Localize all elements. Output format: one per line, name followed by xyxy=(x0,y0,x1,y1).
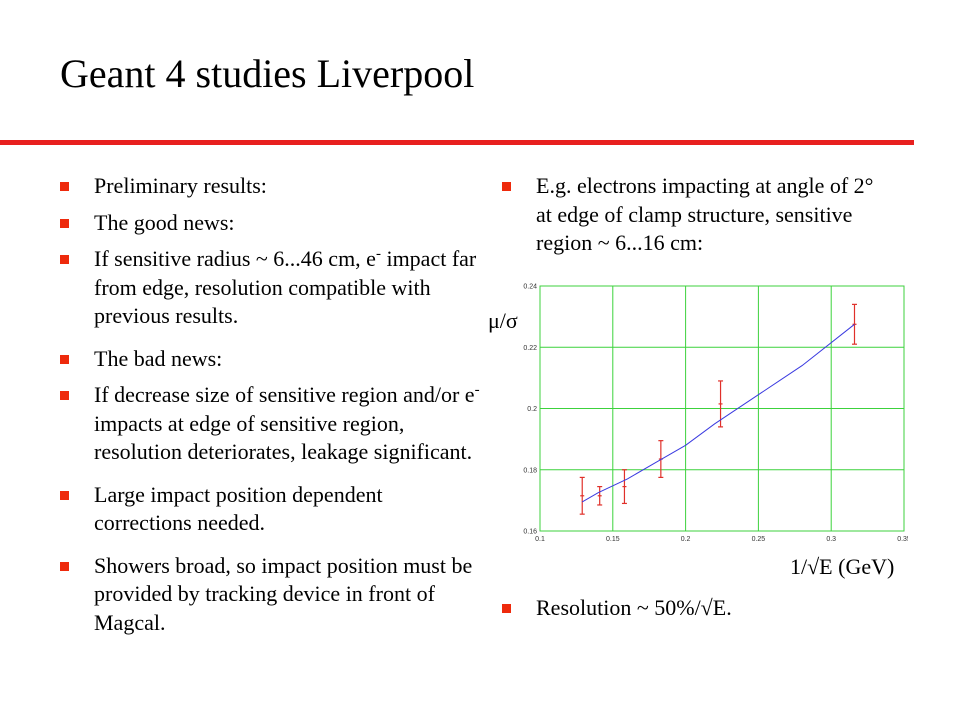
fit-curve xyxy=(581,323,855,503)
bullet-square-icon xyxy=(60,561,69,571)
bullet-square-icon xyxy=(502,182,511,191)
x-tick-label: 0.15 xyxy=(606,536,620,543)
bullet-square-icon xyxy=(60,391,69,400)
bullet-corrections: Large impact position dependent correcti… xyxy=(60,481,480,538)
bullet-decrease-size: If decrease size of sensitive region and… xyxy=(60,381,480,467)
bullet-text-part: If sensitive radius ~ 6...46 cm, e xyxy=(94,246,376,271)
bullet-bad-news: The bad news: xyxy=(60,345,480,374)
bullet-text-part: If decrease size of sensitive region and… xyxy=(94,382,475,407)
y-tick-label: 0.22 xyxy=(523,345,537,352)
bullet-text: The bad news: xyxy=(94,345,223,371)
bullet-text: E.g. electrons impacting at angle of 2° … xyxy=(536,173,874,255)
y-axis-label: μ/σ xyxy=(488,308,518,333)
bullet-example-electrons: E.g. electrons impacting at angle of 2° … xyxy=(502,172,882,258)
electron-charge-sup: - xyxy=(474,382,480,398)
bullet-resolution: Resolution ~ 50%/√E. xyxy=(502,594,882,623)
bullet-text: Resolution ~ 50%/√E. xyxy=(536,595,732,620)
bullet-text-part: impacts at edge of sensitive region, res… xyxy=(94,410,473,465)
right-bullet-list: E.g. electrons impacting at angle of 2° … xyxy=(502,172,882,258)
x-axis-label: 1/√E (GeV) xyxy=(790,554,895,579)
bullet-text: Preliminary results: xyxy=(94,173,267,198)
bullet-text: Showers broad, so impact position must b… xyxy=(94,552,473,635)
bullet-square-icon xyxy=(60,354,69,364)
bullet-sensitive-radius: If sensitive radius ~ 6...46 cm, e- impa… xyxy=(60,245,480,331)
x-tick-label: 0.25 xyxy=(752,536,766,543)
bullet-good-news: The good news: xyxy=(60,209,480,238)
result-bullet-list: Resolution ~ 50%/√E. xyxy=(502,594,882,623)
resolution-chart: 0.1 0.15 0.2 0.25 0.3 0.35 0.16 0.18 0.2 0.22 0.24 xyxy=(523,284,908,544)
bullet-text: Large impact position dependent correcti… xyxy=(94,481,383,536)
x-tick-label: 0.35 xyxy=(897,536,908,543)
bullet-square-icon xyxy=(60,255,69,264)
electron-charge-sup: - xyxy=(375,246,381,262)
bullet-text-part: impact far from edge, resolution compati… xyxy=(94,246,477,328)
bullet-preliminary: Preliminary results: xyxy=(60,172,480,201)
bullet-square-icon xyxy=(502,604,511,613)
y-tick-label: 0.2 xyxy=(527,406,537,413)
y-tick-label: 0.24 xyxy=(523,284,537,291)
y-tick-label: 0.16 xyxy=(523,529,537,536)
y-tick-label: 0.18 xyxy=(523,467,537,474)
bullet-square-icon xyxy=(60,182,69,191)
slide-title: Geant 4 studies Liverpool xyxy=(60,51,475,96)
title-divider xyxy=(0,140,914,145)
left-bullet-list: Preliminary results: The good news: If s… xyxy=(60,172,480,645)
x-tick-label: 0.2 xyxy=(681,536,691,543)
bullet-square-icon xyxy=(60,218,69,228)
bullet-text: The good news: xyxy=(94,209,235,235)
bullet-showers: Showers broad, so impact position must b… xyxy=(60,552,480,638)
bullet-square-icon xyxy=(60,490,69,500)
x-tick-label: 0.3 xyxy=(826,536,836,543)
x-tick-label: 0.1 xyxy=(535,536,545,543)
